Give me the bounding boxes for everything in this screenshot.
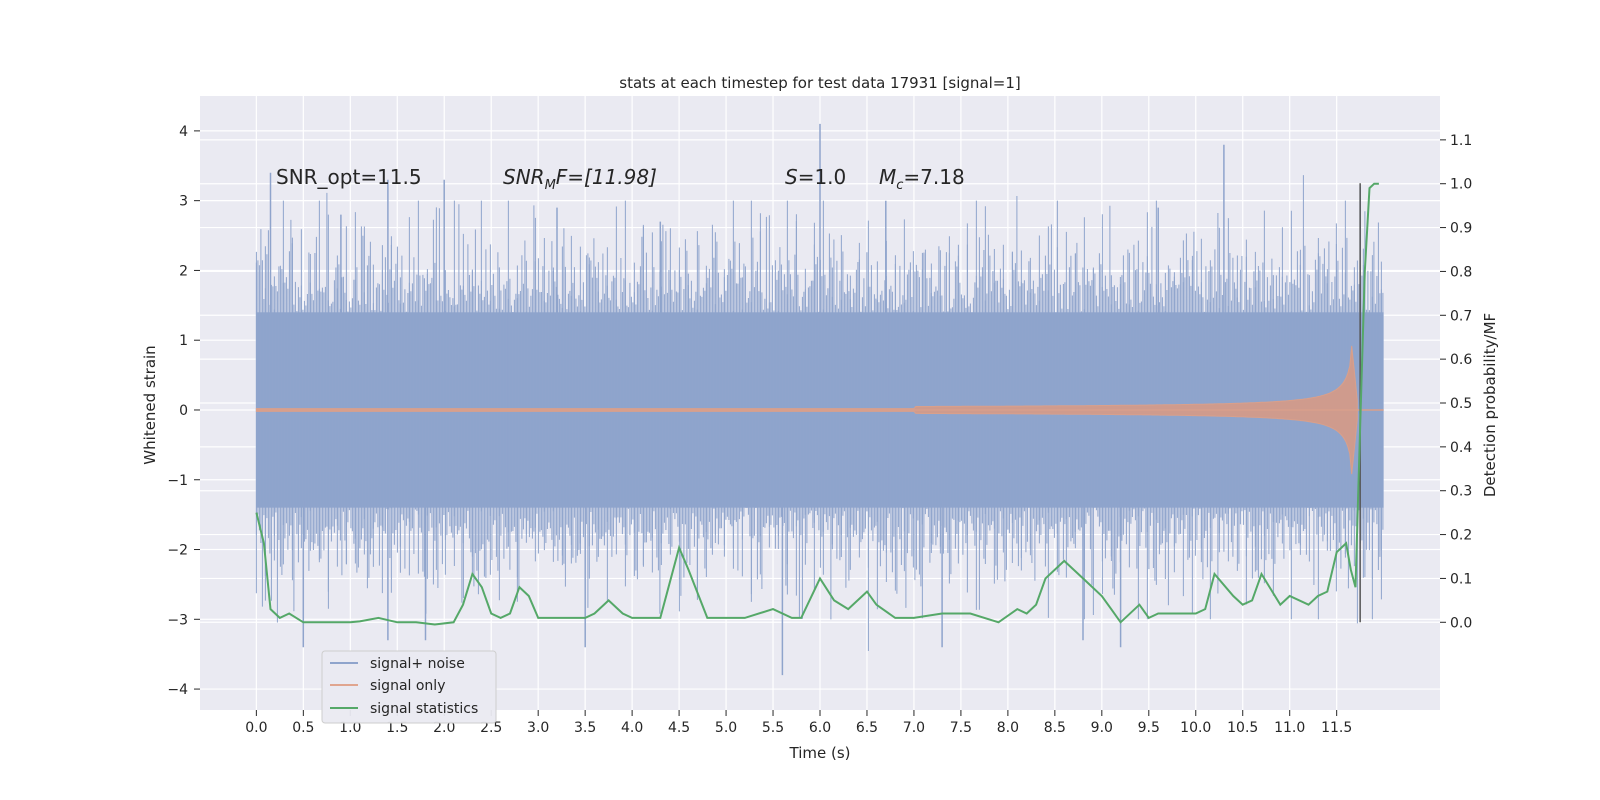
left-y-axis-label: Whitened strain bbox=[141, 345, 159, 464]
legend-box bbox=[321, 650, 497, 724]
annotation-s: S=1.0 bbox=[785, 165, 846, 189]
left-y-tick-label: −1 bbox=[167, 473, 188, 489]
x-tick-label: 2.0 bbox=[433, 720, 455, 736]
right-y-tick-label: 1.0 bbox=[1450, 177, 1472, 193]
x-tick-label: 11.5 bbox=[1321, 720, 1352, 736]
legend-label-signal-plus-noise: signal+ noise bbox=[370, 656, 465, 672]
right-y-tick-label: 0.8 bbox=[1450, 264, 1472, 280]
left-y-tick-label: 3 bbox=[179, 194, 188, 210]
x-tick-label: 7.0 bbox=[903, 720, 925, 736]
left-y-tick-label: −3 bbox=[167, 612, 188, 628]
right-y-tick-label: 0.3 bbox=[1450, 484, 1472, 500]
annotation-mc: Mc=7.18 bbox=[879, 165, 965, 193]
x-tick-label: 8.5 bbox=[1044, 720, 1066, 736]
annotation-snr-mf: SNRMF=[11.98] bbox=[503, 165, 657, 193]
x-tick-label: 9.5 bbox=[1138, 720, 1160, 736]
x-axis-label: Time (s) bbox=[789, 744, 851, 762]
left-y-tick-label: 1 bbox=[179, 333, 188, 349]
series-signal-statistics bbox=[255, 182, 1379, 626]
left-y-tick-label: 0 bbox=[179, 403, 188, 419]
x-axis-ticks: 0.0 0.5 1.0 1.5 2.0 2.5 3.0 3.5 4.0 4.5 5.0 5.5 6.0 6… bbox=[245, 710, 1352, 736]
series-signal-only bbox=[255, 345, 1384, 475]
x-tick-label: 3.5 bbox=[574, 720, 596, 736]
x-tick-label: 10.0 bbox=[1180, 720, 1211, 736]
x-tick-label: 6.0 bbox=[809, 720, 831, 736]
right-y-axis-ticks: 1.1 1.0 0.9 0.8 0.7 0.6 0.5 0.4 0.3 0.2 0.1 0.0 bbox=[1440, 133, 1472, 631]
legend: signal+ noise signal only signal statist… bbox=[321, 650, 497, 724]
left-y-tick-label: 2 bbox=[179, 263, 188, 279]
x-tick-label: 9.0 bbox=[1091, 720, 1113, 736]
x-tick-label: 8.0 bbox=[997, 720, 1019, 736]
chart-title: stats at each timestep for test data 179… bbox=[619, 74, 1020, 92]
right-y-tick-label: 0.4 bbox=[1450, 440, 1472, 456]
right-y-tick-label: 0.9 bbox=[1450, 221, 1472, 237]
x-tick-label: 2.5 bbox=[480, 720, 502, 736]
x-tick-label: 7.5 bbox=[950, 720, 972, 736]
left-y-axis-ticks: 4 3 2 1 0 −1 −2 −3 −4 bbox=[167, 124, 200, 698]
x-tick-label: 6.5 bbox=[856, 720, 878, 736]
right-y-tick-label: 1.1 bbox=[1450, 133, 1472, 149]
x-tick-label: 1.5 bbox=[386, 720, 408, 736]
x-tick-label: 3.0 bbox=[527, 720, 549, 736]
right-y-axis-label: Detection probability/MF bbox=[1481, 313, 1499, 497]
left-y-tick-label: 4 bbox=[179, 124, 188, 140]
x-tick-label: 0.0 bbox=[245, 720, 267, 736]
x-tick-label: 10.5 bbox=[1227, 720, 1258, 736]
left-y-tick-label: −2 bbox=[167, 543, 188, 559]
right-y-tick-label: 0.2 bbox=[1450, 528, 1472, 544]
x-tick-label: 0.5 bbox=[292, 720, 314, 736]
right-y-tick-label: 0.1 bbox=[1450, 571, 1472, 587]
signal-statistics-line bbox=[255, 182, 1379, 626]
x-tick-label: 4.0 bbox=[621, 720, 643, 736]
x-tick-label: 1.0 bbox=[339, 720, 361, 736]
legend-label-signal-statistics: signal statistics bbox=[370, 701, 478, 717]
right-y-tick-label: 0.5 bbox=[1450, 396, 1472, 412]
legend-label-signal-only: signal only bbox=[370, 678, 445, 694]
x-tick-label: 4.5 bbox=[668, 720, 690, 736]
right-y-tick-label: 0.7 bbox=[1450, 308, 1472, 324]
x-tick-label: 5.5 bbox=[762, 720, 784, 736]
left-y-tick-label: −4 bbox=[167, 682, 188, 698]
right-y-tick-label: 0.0 bbox=[1450, 615, 1472, 631]
x-tick-label: 5.0 bbox=[715, 720, 737, 736]
annotation-snr-opt: SNR_opt=11.5 bbox=[276, 165, 422, 189]
right-y-tick-label: 0.6 bbox=[1450, 352, 1472, 368]
x-tick-label: 11.0 bbox=[1274, 720, 1305, 736]
